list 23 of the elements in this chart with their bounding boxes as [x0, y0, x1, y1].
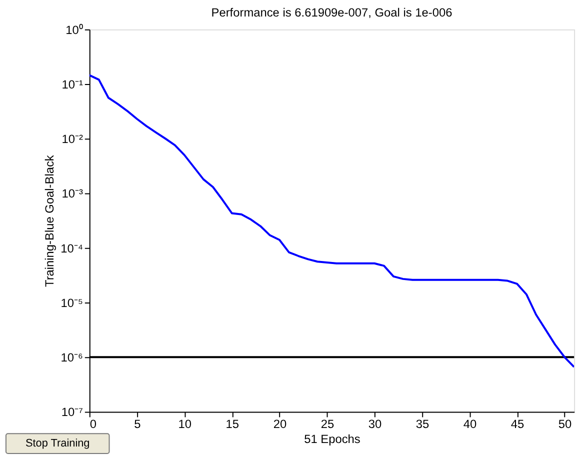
y-tick-label: 10⁻² [62, 132, 83, 146]
x-tick-label: 25 [320, 417, 334, 432]
y-tick-label: 10⁻⁶ [60, 350, 84, 365]
y-tick-label: 10⁻⁷ [61, 405, 83, 420]
y-tick-label: 10⁻⁵ [60, 296, 83, 310]
x-tick-label: 50 [558, 417, 572, 432]
x-tick-label: 5 [134, 417, 142, 432]
x-tick-label: 10 [178, 417, 192, 432]
x-axis-title: 51 Epochs [304, 432, 360, 446]
x-tick-label: 20 [273, 417, 287, 432]
x-tick-label: 0 [90, 417, 97, 432]
y-tick-label: 10⁻³ [62, 186, 83, 201]
y-tick-label: 10⁰ [66, 22, 83, 37]
x-tick-label: 40 [463, 417, 478, 432]
x-tick-label: 30 [368, 417, 382, 432]
y-tick-label: 10⁻⁴ [60, 241, 83, 256]
chart-title: Performance is 6.61909e-007, Goal is 1e-006 [211, 5, 453, 20]
x-tick-label: 35 [416, 417, 430, 432]
x-tick-label: 45 [510, 417, 525, 432]
y-tick-label: 10⁻¹ [62, 77, 83, 92]
text: Stop Training [25, 438, 90, 450]
y-axis-title: Training-Blue Goal-Black [42, 155, 57, 288]
x-tick-label: 15 [226, 417, 240, 432]
